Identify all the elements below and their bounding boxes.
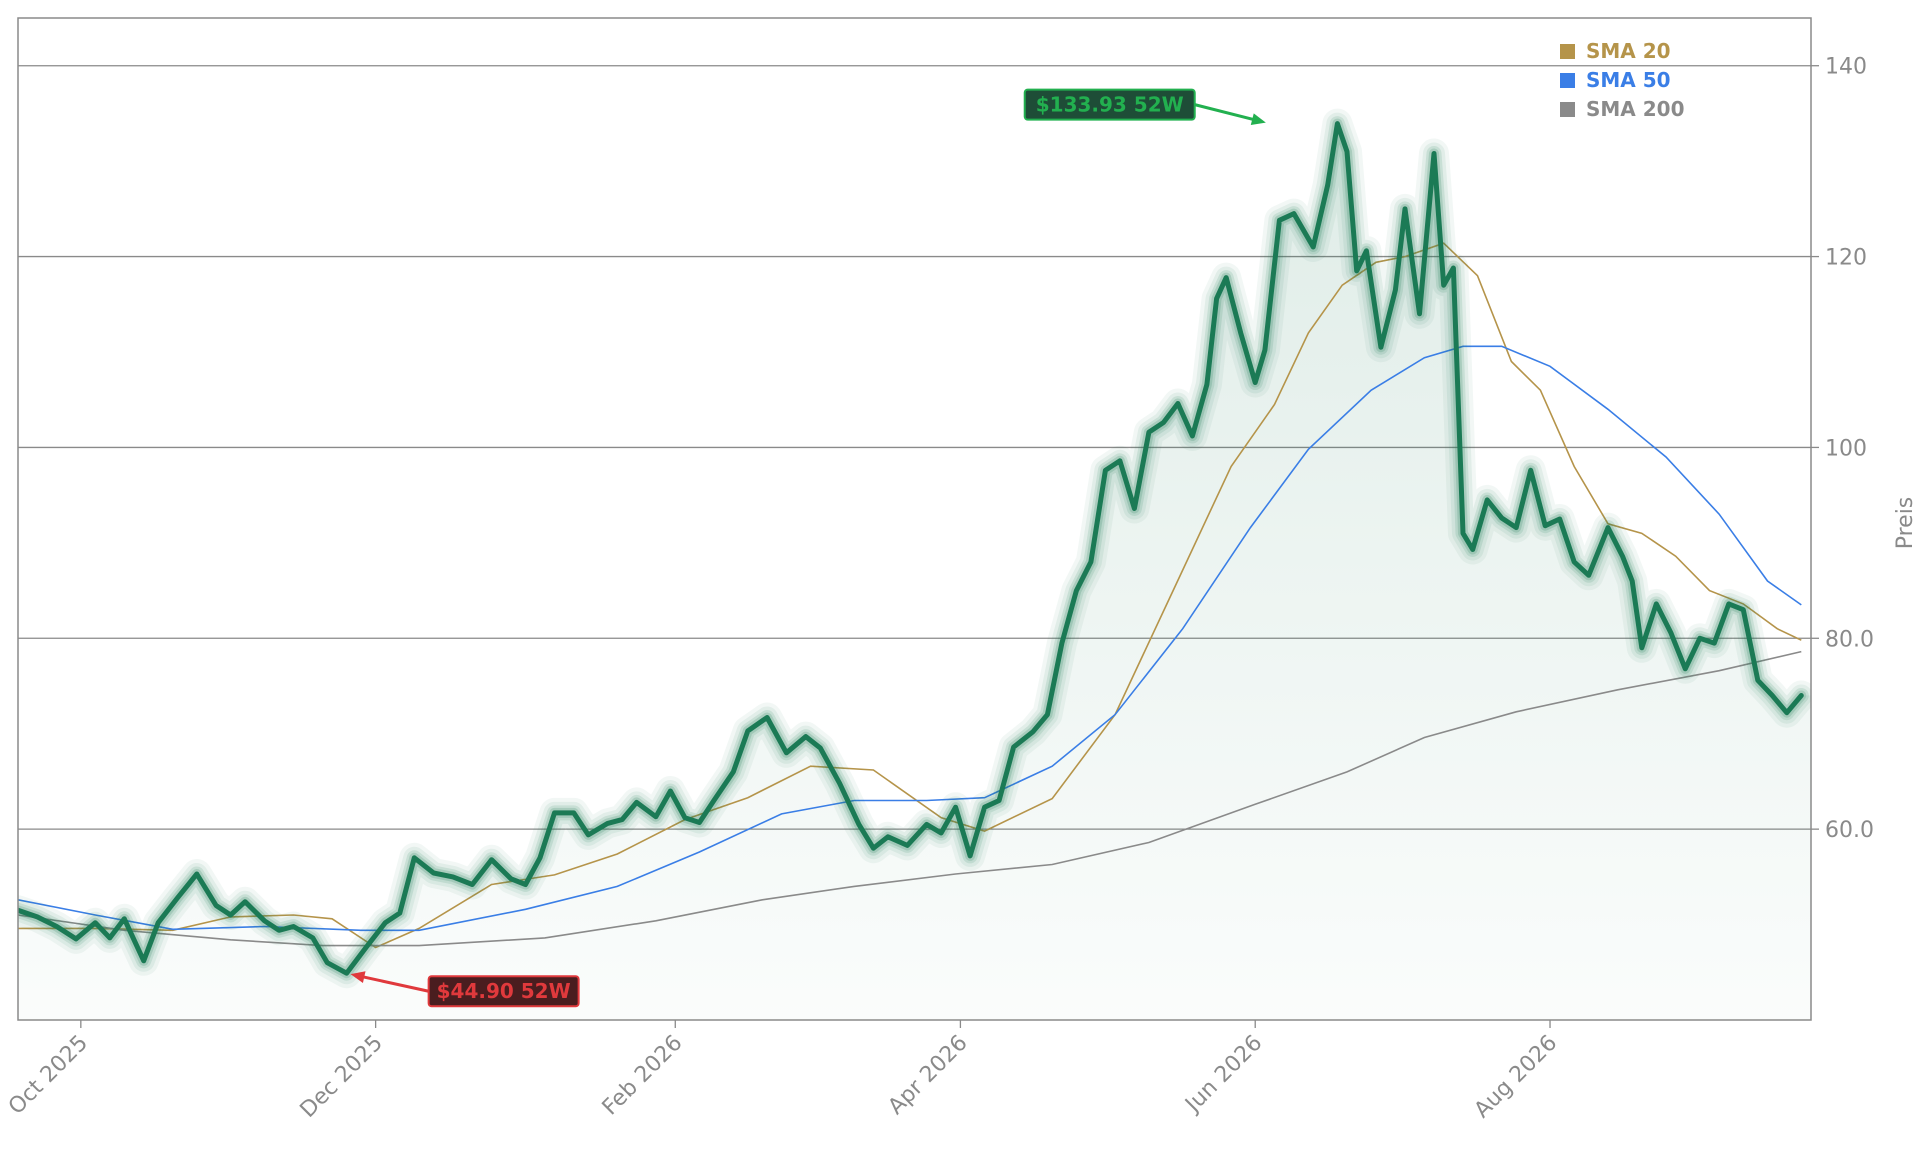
annotation-arrowhead <box>1250 113 1266 126</box>
sma-lines <box>18 242 1802 949</box>
y-tick-label: 120 <box>1825 246 1867 271</box>
annotation-arrow <box>1194 103 1255 122</box>
x-tick-label: Dec 2025 <box>296 1031 388 1123</box>
x-tick-label: Aug 2026 <box>1470 1031 1563 1124</box>
sma-line-sma-200 <box>18 650 1802 947</box>
y-axis-title: Preis <box>1893 497 1918 550</box>
price-line-group <box>18 108 1811 989</box>
y-tick-label: 100 <box>1825 436 1867 461</box>
price-area <box>18 123 1811 1020</box>
annotation-high: $133.93 52W <box>1023 88 1266 126</box>
annotation-label: $44.90 52W <box>437 979 571 1003</box>
plot-frame <box>17 17 1812 1021</box>
legend-label: SMA 50 <box>1586 68 1671 92</box>
price-area-fill <box>18 123 1811 1020</box>
y-tick-label: 60.0 <box>1825 818 1874 843</box>
annotation-arrowhead <box>350 971 366 983</box>
legend-label: SMA 200 <box>1586 97 1685 121</box>
x-axis: Oct 2025 Dec 2025 Feb 2026 Apr 2026 Jun 2026… <box>4 1020 1562 1123</box>
x-tick-label: Apr 2026 <box>884 1031 973 1120</box>
x-tick-label: Jun 2026 <box>1180 1031 1268 1119</box>
sma-line-sma-50 <box>18 345 1802 932</box>
price-line <box>18 121 1804 976</box>
legend-swatch <box>1560 102 1575 117</box>
y-tick-label: 140 <box>1825 55 1867 80</box>
annotation-label: $133.93 52W <box>1036 93 1184 117</box>
annotation-arrow <box>361 975 429 993</box>
sma-line-sma-20 <box>18 242 1802 949</box>
legend-swatch <box>1560 73 1575 88</box>
annotation-low: $44.90 52W <box>350 971 580 1008</box>
legend-swatch <box>1560 44 1575 59</box>
y-tick-label: 80.0 <box>1825 627 1874 652</box>
annotations: $133.93 52W $44.90 52W <box>350 88 1266 1008</box>
legend-label: SMA 20 <box>1586 39 1671 63</box>
legend: SMA 20 SMA 50 SMA 200 <box>1560 39 1685 121</box>
y-axis: 60.0 80.0 100 120 140 <box>1811 55 1874 843</box>
x-tick-label: Feb 2026 <box>598 1031 688 1121</box>
x-tick-label: Oct 2025 <box>4 1031 93 1120</box>
